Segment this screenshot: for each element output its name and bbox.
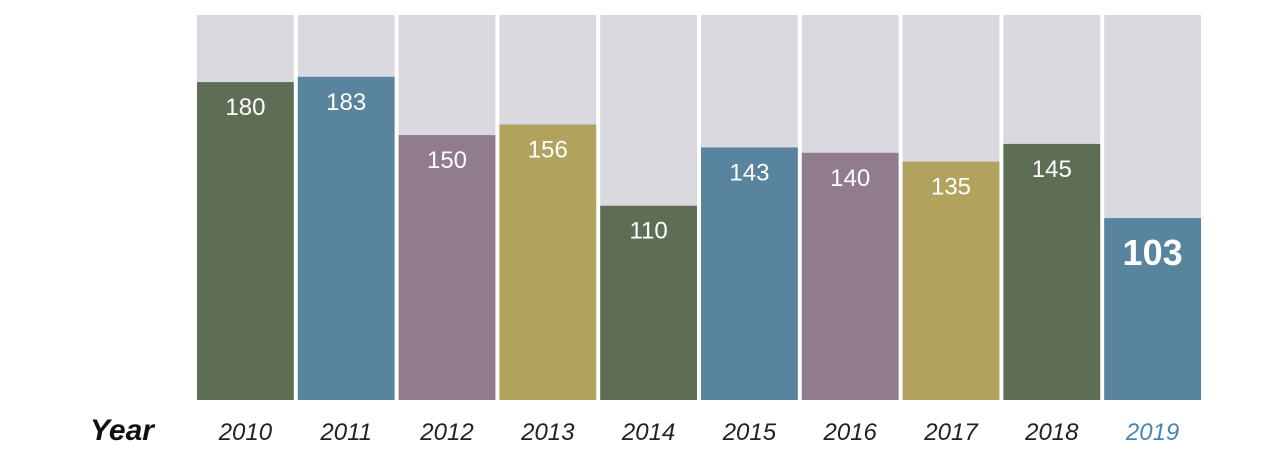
bar-2018 <box>1003 143 1101 401</box>
value-label-2016: 140 <box>830 165 870 192</box>
value-label-2013: 156 <box>528 136 568 163</box>
value-label-2012: 150 <box>427 147 467 174</box>
x-tick-label-2015: 2015 <box>722 419 777 446</box>
x-tick-label-2014: 2014 <box>621 419 675 446</box>
bar-2014 <box>600 205 697 400</box>
value-label-2015: 143 <box>729 159 769 186</box>
x-axis-title: Year <box>90 414 156 447</box>
value-label-2010: 180 <box>225 94 265 121</box>
bar-2017 <box>902 161 1000 400</box>
bar-2012 <box>398 135 496 400</box>
x-tick-label-2016: 2016 <box>823 419 878 446</box>
value-label-2011: 183 <box>326 89 366 116</box>
bar-2013 <box>499 124 597 400</box>
bar-2016 <box>801 152 899 400</box>
bar-2011 <box>297 76 395 401</box>
x-tick-label-2019: 2019 <box>1125 419 1179 446</box>
bar-2010 <box>197 82 294 400</box>
bars <box>197 76 1201 401</box>
x-tick-label-2013: 2013 <box>520 419 575 446</box>
value-label-2017: 135 <box>931 174 971 201</box>
value-label-2018: 145 <box>1032 156 1072 183</box>
x-tick-label-2018: 2018 <box>1024 419 1079 446</box>
x-tick-label-2012: 2012 <box>419 419 473 446</box>
x-tick-label-2010: 2010 <box>218 419 273 446</box>
value-labels: 180 183 150 156 110 143 140 135 145 103 <box>225 89 1182 273</box>
value-label-2019: 103 <box>1123 232 1183 273</box>
value-label-2014: 110 <box>629 218 667 245</box>
bar-2019 <box>1104 218 1201 400</box>
x-tick-label-2011: 2011 <box>319 419 372 446</box>
x-tick-labels: 2010 2011 2012 2013 2014 2015 2016 2017 2018 2019 <box>218 419 1180 446</box>
bar-2015 <box>701 147 798 400</box>
x-tick-label-2017: 2017 <box>923 419 979 446</box>
